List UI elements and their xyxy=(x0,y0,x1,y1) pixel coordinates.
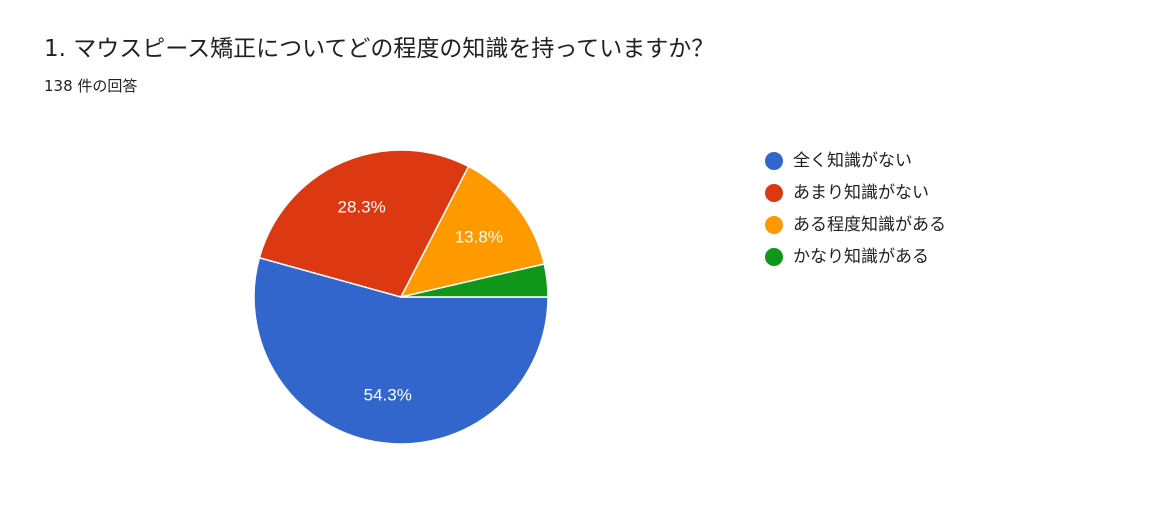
legend-item-2[interactable]: あまり知識がない xyxy=(765,177,946,209)
pie-chart: 54.3% 28.3% 13.8% xyxy=(200,100,600,500)
pie-slice-2[interactable] xyxy=(258,149,470,298)
pie-slice-1[interactable] xyxy=(253,256,549,445)
response-count: 138 件の回答 xyxy=(44,77,138,95)
legend-swatch-icon xyxy=(765,184,783,202)
pie-chart-svg: 54.3% 28.3% 13.8% xyxy=(253,149,549,445)
legend-label: 全く知識がない xyxy=(793,151,912,171)
question-title: 1. マウスピース矯正についてどの程度の知識を持っていますか？ xyxy=(44,36,715,62)
legend-item-4[interactable]: かなり知識がある xyxy=(765,241,946,273)
pie-slice-4[interactable] xyxy=(400,263,549,298)
legend-swatch-icon xyxy=(765,216,783,234)
legend-swatch-icon xyxy=(765,248,783,266)
legend-item-3[interactable]: ある程度知識がある xyxy=(765,209,946,241)
legend-label: かなり知識がある xyxy=(793,247,929,267)
pie-slice-label-2: 28.3% xyxy=(337,198,385,217)
legend-label: ある程度知識がある xyxy=(793,215,946,235)
legend-item-1[interactable]: 全く知識がない xyxy=(765,145,946,177)
chart-legend: 全く知識がない あまり知識がない ある程度知識がある かなり知識がある xyxy=(765,145,946,273)
pie-slice-3[interactable] xyxy=(399,165,546,299)
pie-slice-label-3: 13.8% xyxy=(455,228,503,247)
legend-label: あまり知識がない xyxy=(793,183,929,203)
pie-slice-label-1: 54.3% xyxy=(364,386,412,405)
legend-swatch-icon xyxy=(765,152,783,170)
